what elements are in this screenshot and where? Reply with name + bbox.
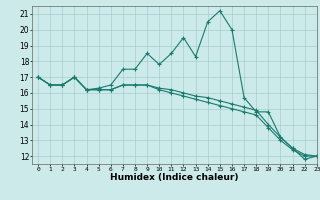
X-axis label: Humidex (Indice chaleur): Humidex (Indice chaleur): [110, 173, 239, 182]
